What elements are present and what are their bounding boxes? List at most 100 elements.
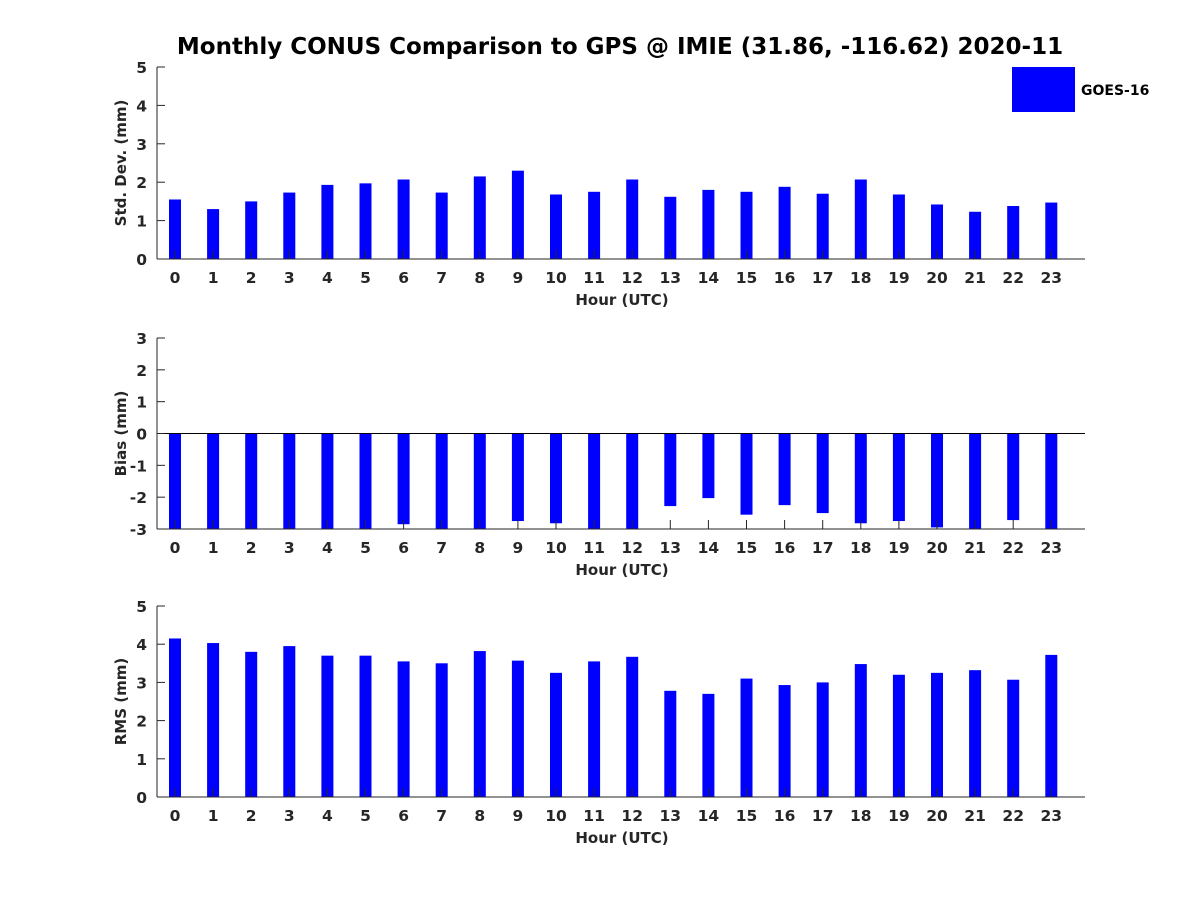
rms-ytick-label: 5 — [136, 598, 147, 616]
rms-xtick-label: 21 — [964, 807, 986, 825]
bias-ytick-label: 1 — [136, 394, 147, 412]
rms-bar-6 — [397, 661, 410, 797]
std-dev-bar-2 — [245, 201, 258, 259]
bias-xtick-label: 13 — [660, 539, 682, 557]
bias-bar-11 — [588, 433, 601, 529]
std-dev-bar-11 — [588, 191, 601, 259]
bias-xtick-label: 9 — [513, 539, 524, 557]
std-dev-bar-3 — [283, 192, 296, 259]
bias-xtick-label: 16 — [774, 539, 796, 557]
rms-bars — [169, 638, 1058, 797]
bias-bar-20 — [931, 433, 943, 528]
std-dev-xtick-label: 17 — [812, 269, 834, 287]
bias-xtick-label: 1 — [208, 539, 219, 557]
std-dev-bar-20 — [931, 204, 943, 259]
std-dev-bars — [169, 170, 1058, 259]
rms-xtick-label: 11 — [583, 807, 605, 825]
std-dev-xtick-label: 6 — [398, 269, 409, 287]
bias-bars — [169, 433, 1058, 529]
bias-ytick-label: -3 — [130, 521, 147, 539]
std-dev-xtick-label: 21 — [964, 269, 986, 287]
rms-xtick-label: 2 — [246, 807, 257, 825]
rms-bar-16 — [778, 685, 791, 797]
std-dev-bar-15 — [740, 191, 753, 259]
rms-xtick-label: 9 — [513, 807, 524, 825]
std-dev-bar-17 — [816, 193, 829, 259]
bias-bar-12 — [626, 433, 639, 529]
std-dev-xlabel: Hour (UTC) — [575, 291, 668, 309]
std-dev-xtick-label: 20 — [926, 269, 948, 287]
rms-xtick-label: 16 — [774, 807, 796, 825]
std-dev-bar-22 — [1007, 206, 1020, 259]
bias-xlabel: Hour (UTC) — [575, 561, 668, 579]
bias-bar-8 — [473, 433, 486, 529]
std-dev-xtick-label: 5 — [360, 269, 371, 287]
bias-xtick-label: 22 — [1002, 539, 1024, 557]
rms-xtick-label: 14 — [698, 807, 720, 825]
bias-bar-5 — [359, 433, 372, 529]
bias-xtick-label: 0 — [170, 539, 181, 557]
bias-ytick-label: 2 — [136, 362, 147, 380]
rms-xlabel: Hour (UTC) — [575, 829, 668, 847]
bias-xtick-label: 2 — [246, 539, 257, 557]
rms-bar-15 — [740, 678, 753, 797]
std-dev-bar-9 — [511, 170, 524, 259]
bias-bar-19 — [892, 433, 905, 522]
bias-xtick-label: 19 — [888, 539, 910, 557]
bias-bar-10 — [550, 433, 562, 524]
std-dev-bar-5 — [359, 183, 372, 259]
bias-bar-22 — [1007, 433, 1020, 521]
rms-ytick-label: 0 — [136, 789, 147, 807]
legend: GOES-16 — [1012, 67, 1149, 112]
std-dev-xtick-label: 15 — [736, 269, 758, 287]
bias-xtick-label: 3 — [284, 539, 295, 557]
legend-swatch — [1012, 67, 1075, 112]
bias-bar-14 — [702, 433, 715, 499]
bias-bar-4 — [321, 433, 334, 529]
rms-ytick-label: 4 — [136, 636, 147, 654]
rms-bar-10 — [550, 672, 562, 797]
std-dev-bar-18 — [854, 179, 867, 259]
bias-xtick-label: 23 — [1041, 539, 1063, 557]
std-dev-bar-7 — [435, 192, 448, 259]
bias-bar-16 — [778, 433, 791, 506]
rms-xtick-label: 5 — [360, 807, 371, 825]
std-dev-xtick-label: 14 — [698, 269, 720, 287]
std-dev-ytick-label: 3 — [136, 136, 147, 154]
bias-xtick-label: 5 — [360, 539, 371, 557]
rms-bar-9 — [511, 660, 524, 797]
bias-xtick-label: 6 — [398, 539, 409, 557]
std-dev-bar-6 — [397, 179, 410, 259]
std-dev-xtick-label: 18 — [850, 269, 872, 287]
bias-xtick-label: 14 — [698, 539, 720, 557]
std-dev-xtick-label: 1 — [208, 269, 219, 287]
std-dev-xtick-label: 12 — [621, 269, 643, 287]
rms-xtick-label: 0 — [170, 807, 181, 825]
rms-ytick-label: 3 — [136, 674, 147, 692]
std-dev-ytick-label: 2 — [136, 174, 147, 192]
std-dev-bar-19 — [892, 194, 905, 259]
rms-xtick-label: 10 — [545, 807, 567, 825]
bias-bar-6 — [397, 433, 410, 525]
rms-xtick-label: 6 — [398, 807, 409, 825]
rms-xtick-label: 23 — [1041, 807, 1063, 825]
rms-bar-22 — [1007, 679, 1020, 797]
bias-xtick-label: 10 — [545, 539, 567, 557]
rms-bar-23 — [1045, 654, 1058, 797]
std-dev-ytick-label: 1 — [136, 213, 147, 231]
bias-bar-18 — [854, 433, 867, 524]
bias-xtick-label: 17 — [812, 539, 834, 557]
figure-title: Monthly CONUS Comparison to GPS @ IMIE (… — [177, 34, 1063, 60]
std-dev-xtick-label: 22 — [1002, 269, 1024, 287]
rms-bar-18 — [854, 664, 867, 797]
bias-ytick-label: -1 — [130, 457, 147, 475]
bias-bar-21 — [969, 433, 982, 529]
rms-bar-17 — [816, 682, 829, 797]
std-dev-bar-8 — [473, 176, 486, 259]
bias-bar-9 — [511, 433, 524, 522]
std-dev-ylabel: Std. Dev. (mm) — [112, 100, 130, 227]
std-dev-xtick-label: 0 — [170, 269, 181, 287]
